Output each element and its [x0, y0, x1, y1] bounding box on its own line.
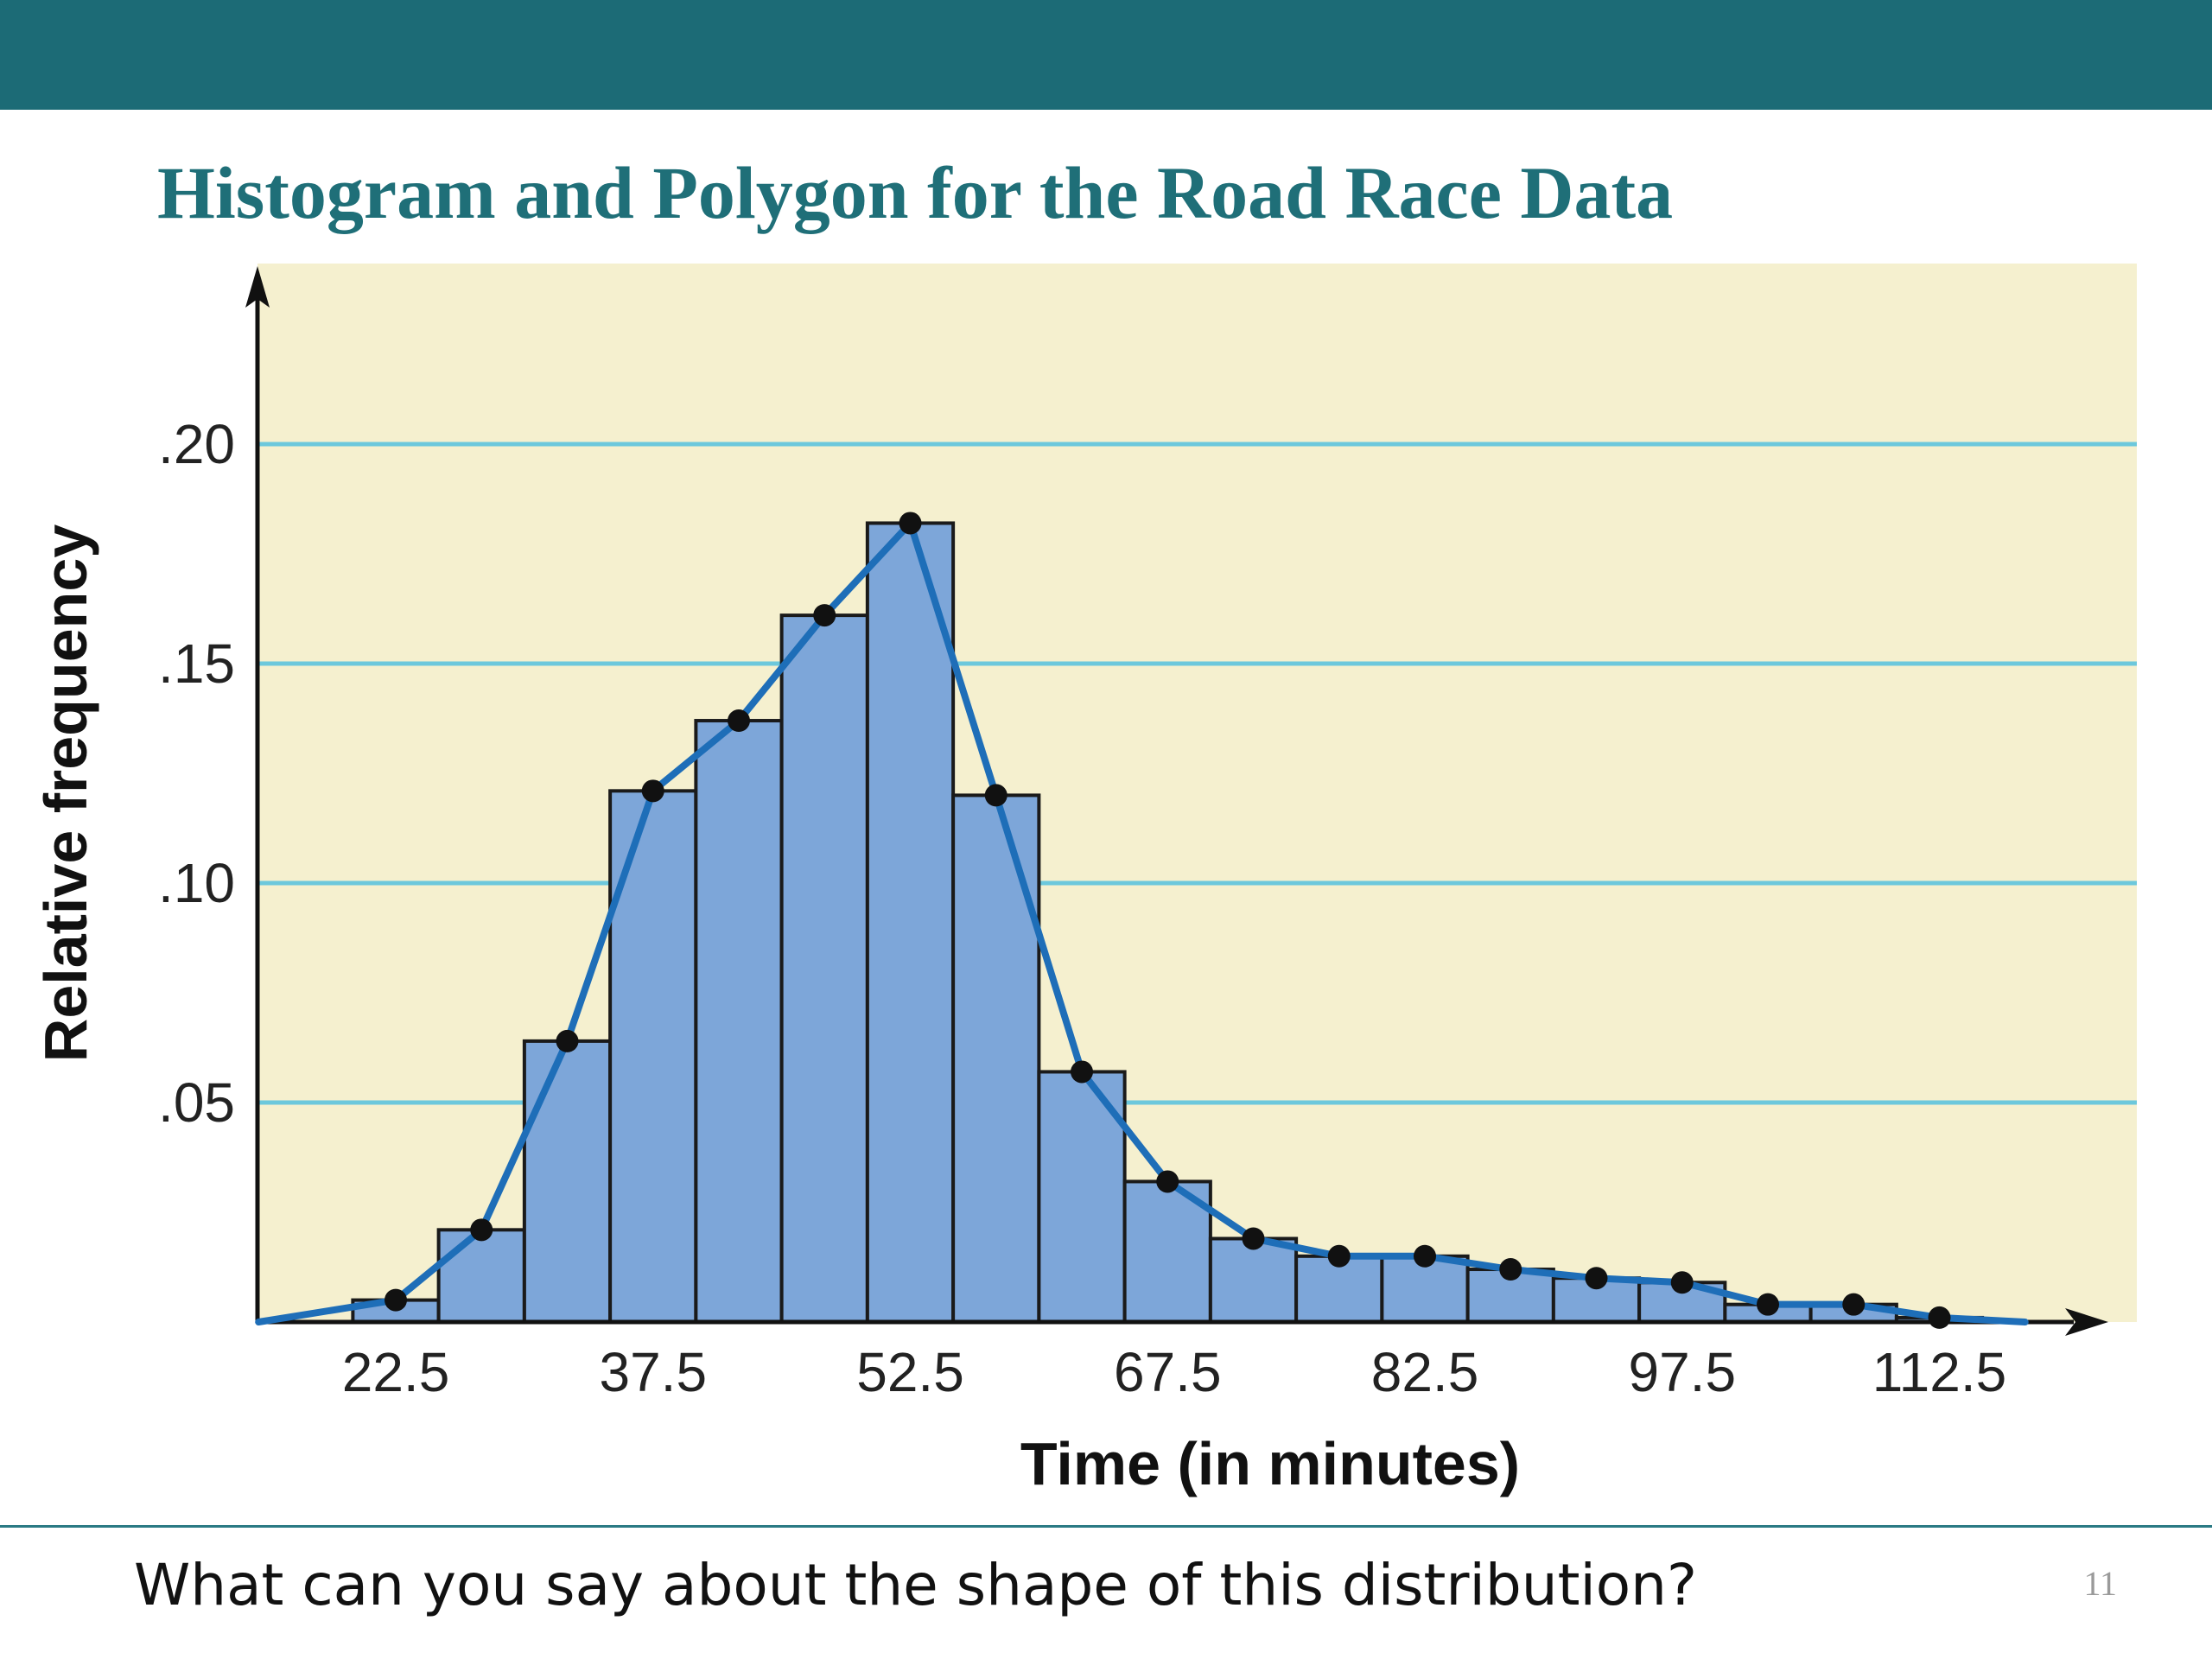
frequency-polygon: [255, 512, 2029, 1329]
x-tick-label: 37.5: [599, 1341, 707, 1403]
polygon-point: [728, 709, 750, 733]
polygon-point: [1327, 1244, 1351, 1268]
x-axis-arrowhead: [2065, 1308, 2108, 1336]
x-tick-label: 52.5: [856, 1341, 964, 1403]
polygon-point: [1414, 1244, 1436, 1268]
y-tick-label: .20: [158, 413, 235, 475]
x-tick-label: 67.5: [1114, 1341, 1222, 1403]
histogram-bar: [951, 793, 1041, 1324]
y-tick-labels: .05 .10 .15 .20: [158, 413, 235, 1134]
x-tick-labels: 22.5 37.5 52.5 67.5 82.5 97.5 112.5: [342, 1341, 2006, 1403]
x-tick-label: 112.5: [1872, 1341, 2006, 1403]
histogram-bar: [779, 613, 869, 1324]
polygon-point: [984, 784, 1007, 807]
top-banner: [0, 0, 2212, 110]
polygon-point: [1757, 1293, 1779, 1316]
polygon-point: [556, 1029, 579, 1052]
y-axis-arrowhead: [245, 266, 270, 308]
y-tick-label: .05: [158, 1071, 235, 1134]
histogram-bar: [522, 1039, 613, 1324]
y-tick-label: .15: [158, 632, 235, 695]
polygon-point: [1670, 1271, 1694, 1294]
x-axis-title: Time (in minutes): [1020, 1430, 1520, 1497]
polygon-point: [1499, 1258, 1522, 1281]
bottom-rule: [0, 1525, 2212, 1528]
histogram-bar: [865, 521, 956, 1324]
polygon-point: [1242, 1227, 1265, 1250]
polygon-point: [470, 1218, 493, 1242]
polygon-point: [1585, 1267, 1608, 1290]
slide-title: Histogram and Polygon for the Road Race …: [157, 151, 1674, 234]
x-tick-label: 82.5: [1371, 1341, 1479, 1403]
polygon-point: [899, 512, 922, 535]
axes: [245, 266, 2108, 1336]
x-tick-label: 22.5: [342, 1341, 450, 1403]
polygon-point: [1842, 1293, 1866, 1316]
polygon-point: [385, 1288, 407, 1312]
polygon-point: [1156, 1170, 1179, 1193]
y-axis-title: Relative frequency: [32, 524, 99, 1063]
polygon-point: [641, 779, 664, 803]
polygon-point: [1928, 1306, 1951, 1329]
histogram-bar: [1208, 1236, 1299, 1324]
polygon-point: [1071, 1060, 1093, 1084]
histogram-bar: [436, 1228, 526, 1324]
polygon-point: [813, 604, 836, 627]
page-number: 11: [2083, 1564, 2117, 1603]
y-tick-label: .10: [158, 852, 235, 914]
histogram-bar: [694, 719, 784, 1324]
question-text: What can you say about the shape of this…: [134, 1552, 1698, 1618]
x-tick-label: 97.5: [1628, 1341, 1736, 1403]
histogram-bar: [1465, 1268, 1555, 1325]
